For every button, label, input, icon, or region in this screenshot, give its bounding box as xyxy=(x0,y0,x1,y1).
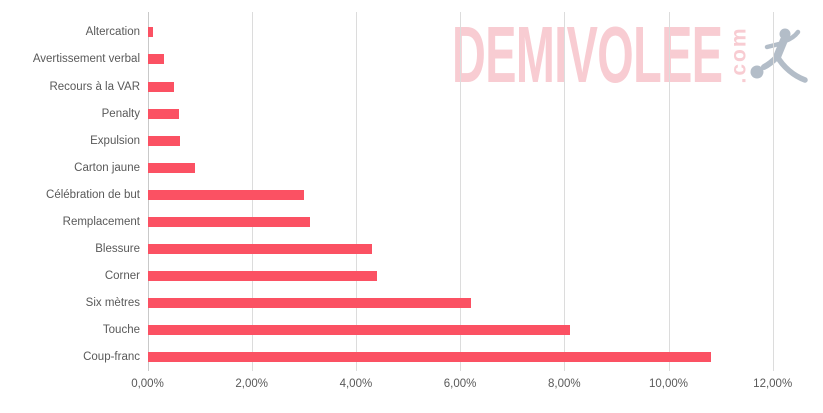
x-axis-tick-label: 8,00% xyxy=(547,378,581,390)
x-axis-tick-label: 12,00% xyxy=(753,378,793,390)
category-label: Corner xyxy=(104,270,140,283)
bar xyxy=(148,108,180,119)
category-label: Recours à la VAR xyxy=(49,80,140,93)
category-label: Avertissement verbal xyxy=(32,53,140,66)
bar xyxy=(148,244,373,255)
soccer-player-icon xyxy=(750,28,808,83)
bar xyxy=(148,135,181,146)
gridline xyxy=(668,12,670,371)
category-label: Carton jaune xyxy=(74,161,140,174)
bar xyxy=(148,189,305,200)
x-axis-tick-label: 10,00% xyxy=(648,378,689,390)
x-axis-tick-label: 4,00% xyxy=(339,378,373,390)
x-axis-tick-label: 6,00% xyxy=(443,378,477,390)
bar xyxy=(148,352,711,363)
bar xyxy=(148,298,472,309)
x-axis-tick-label: 2,00% xyxy=(235,378,268,390)
category-label: Six mètres xyxy=(85,297,140,310)
category-label: Penalty xyxy=(101,107,140,120)
category-label: Expulsion xyxy=(90,134,140,147)
bar xyxy=(148,81,175,92)
category-label: Célébration de but xyxy=(46,188,140,201)
x-axis-tick-label: 0,00% xyxy=(131,378,164,390)
gridline xyxy=(772,12,774,371)
brand-logo-text: DEMIVOLEE xyxy=(452,10,723,99)
gridline xyxy=(355,12,357,371)
category-label: Touche xyxy=(102,324,140,337)
category-label: Altercation xyxy=(85,26,140,39)
category-label: Remplacement xyxy=(62,215,140,228)
bar xyxy=(148,325,570,336)
bar xyxy=(148,54,164,65)
category-label: Blessure xyxy=(95,243,140,256)
bar xyxy=(148,162,195,173)
gridline xyxy=(564,12,566,371)
gridline xyxy=(460,12,462,371)
bar xyxy=(148,27,154,38)
bar xyxy=(148,216,310,227)
category-label: Coup-franc xyxy=(83,351,140,364)
bar xyxy=(148,271,378,282)
